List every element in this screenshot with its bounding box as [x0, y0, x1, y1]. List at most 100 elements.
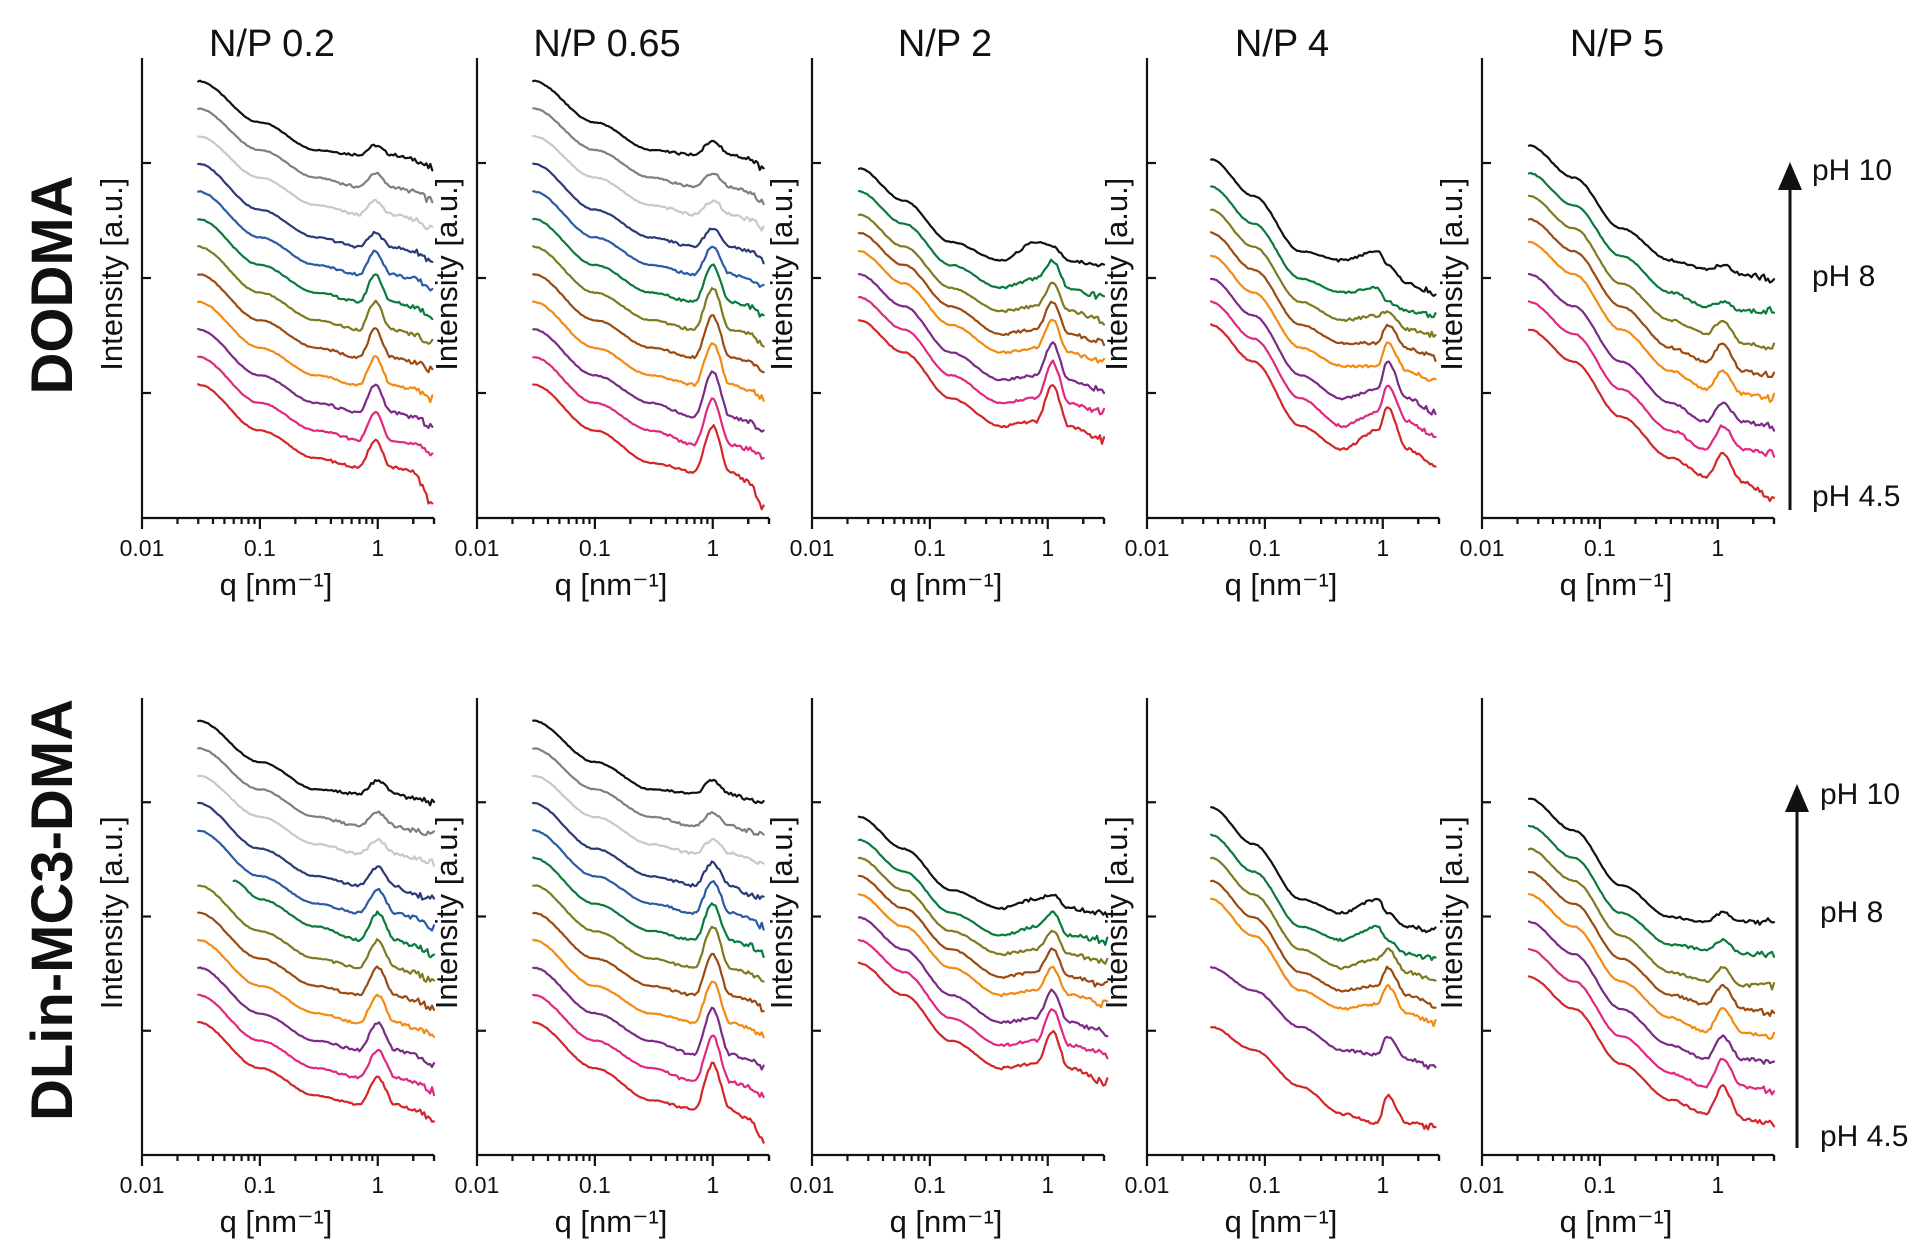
- series-line: [197, 107, 434, 204]
- series-line: [1210, 277, 1437, 416]
- series-line: [1527, 797, 1776, 926]
- x-axis-label: q [nm⁻¹]: [555, 567, 668, 602]
- series-line: [197, 300, 434, 404]
- x-tick-label: 0.1: [244, 1172, 276, 1198]
- x-tick-label: 0.01: [1125, 535, 1170, 561]
- series-line: [1527, 240, 1776, 403]
- ph-scale-top-row: pH 10 pH 8 pH 4.5: [1778, 154, 1900, 513]
- x-tick-label: 1: [1041, 1172, 1054, 1198]
- series-line: [1527, 272, 1776, 432]
- x-axis-label: q [nm⁻¹]: [1225, 1204, 1338, 1239]
- series-line: [197, 355, 434, 457]
- series-line: [1210, 879, 1437, 1009]
- series-line: [857, 856, 1109, 965]
- series-line: [197, 135, 434, 231]
- x-tick-label: 0.1: [579, 535, 611, 561]
- panel: 0.01 0.1 1 q [nm⁻¹] Intensity [a.u.]: [1434, 58, 1776, 602]
- series-line: [857, 319, 1106, 445]
- series-line: [857, 249, 1106, 364]
- series-line: [232, 879, 436, 959]
- series-line: [532, 356, 765, 460]
- series-line: [1527, 948, 1776, 1096]
- series-line: [197, 1021, 436, 1123]
- panel: 0.01 0.1 1 q [nm⁻¹] Intensity [a.u.]: [1099, 698, 1441, 1239]
- panel-title-np-2: N/P 2: [898, 23, 992, 65]
- x-tick-label: 1: [1711, 1172, 1724, 1198]
- series-line: [197, 245, 434, 345]
- series-line: [857, 938, 1109, 1060]
- panel: 0.01 0.1 1 q [nm⁻¹] Intensity [a.u.]: [94, 698, 436, 1239]
- series-line: [197, 884, 436, 983]
- x-tick-label: 0.01: [1460, 1172, 1505, 1198]
- x-axis-label: q [nm⁻¹]: [1560, 1204, 1673, 1239]
- y-axis-label: Intensity [a.u.]: [429, 178, 464, 371]
- x-tick-label: 0.01: [1125, 1172, 1170, 1198]
- panel: 0.01 0.1 1 q [nm⁻¹] Intensity [a.u.]: [94, 58, 436, 602]
- series-line: [1527, 144, 1776, 284]
- series-line: [532, 993, 765, 1099]
- series-line: [197, 719, 436, 807]
- series-line: [532, 245, 765, 348]
- series-line: [857, 295, 1106, 416]
- series-line: [1210, 1026, 1437, 1131]
- series-line: [197, 966, 436, 1069]
- series-line: [197, 829, 436, 932]
- series-line: [1527, 893, 1776, 1040]
- series-line: [197, 993, 436, 1097]
- x-axis-label: q [nm⁻¹]: [890, 1204, 1003, 1239]
- x-axis-label: q [nm⁻¹]: [220, 567, 333, 602]
- series-line: [857, 273, 1106, 395]
- panel: 0.01 0.1 1 q [nm⁻¹] Intensity [a.u.]: [1434, 698, 1776, 1239]
- series-line: [532, 774, 765, 866]
- x-tick-label: 0.1: [1249, 535, 1281, 561]
- series-line: [1527, 824, 1776, 959]
- series-line: [532, 911, 765, 1013]
- series-line: [197, 774, 436, 867]
- y-axis-label: Intensity [a.u.]: [1099, 816, 1134, 1009]
- series-line: [1527, 300, 1776, 458]
- series-line: [857, 838, 1109, 946]
- series-line: [532, 1021, 765, 1144]
- series-line: [1527, 847, 1776, 991]
- series-line: [857, 815, 1109, 919]
- series-line: [532, 328, 765, 433]
- series-line: [1527, 328, 1776, 503]
- x-tick-label: 1: [1041, 535, 1054, 561]
- series-line: [1210, 254, 1437, 382]
- panel: 0.01 0.1 1 q [nm⁻¹] Intensity [a.u.]: [764, 58, 1106, 602]
- ph-label-mid: pH 8: [1812, 260, 1875, 293]
- ph-label-bottom: pH 4.5: [1812, 480, 1900, 513]
- series-line: [197, 801, 436, 901]
- x-tick-label: 0.1: [914, 1172, 946, 1198]
- x-tick-label: 0.01: [790, 535, 835, 561]
- panel-title-np-4: N/P 4: [1235, 23, 1329, 65]
- y-axis-label: Intensity [a.u.]: [1434, 816, 1469, 1009]
- x-tick-label: 0.01: [120, 1172, 165, 1198]
- panels: 0.01 0.1 1 q [nm⁻¹] Intensity [a.u.] 0.01 0.1 1…: [94, 58, 1776, 1239]
- series-line: [197, 746, 436, 837]
- series-line: [532, 217, 765, 318]
- x-tick-label: 1: [1376, 535, 1389, 561]
- series-line: [857, 916, 1109, 1038]
- series-line: [857, 874, 1109, 988]
- series-line: [857, 961, 1109, 1087]
- x-axis-label: q [nm⁻¹]: [890, 567, 1003, 602]
- series-line: [1527, 171, 1776, 315]
- panel: 0.01 0.1 1 q [nm⁻¹] Intensity [a.u.]: [429, 58, 771, 602]
- series-line: [532, 383, 765, 511]
- series-line: [197, 911, 436, 1011]
- panel: 0.01 0.1 1 q [nm⁻¹] Intensity [a.u.]: [1099, 58, 1441, 602]
- series-line: [532, 719, 765, 805]
- series-line: [532, 966, 765, 1071]
- x-tick-label: 1: [1376, 1172, 1389, 1198]
- x-tick-label: 0.01: [455, 535, 500, 561]
- y-axis-label: Intensity [a.u.]: [764, 816, 799, 1009]
- row-label-dodma: DODMA: [20, 175, 85, 394]
- y-axis-label: Intensity [a.u.]: [1434, 178, 1469, 371]
- y-axis-label: Intensity [a.u.]: [94, 816, 129, 1009]
- series-line: [1210, 300, 1437, 439]
- ph-label-top: pH 10: [1820, 778, 1900, 811]
- series-line: [1527, 870, 1776, 1018]
- series-line: [532, 135, 765, 232]
- y-axis-label: Intensity [a.u.]: [429, 816, 464, 1009]
